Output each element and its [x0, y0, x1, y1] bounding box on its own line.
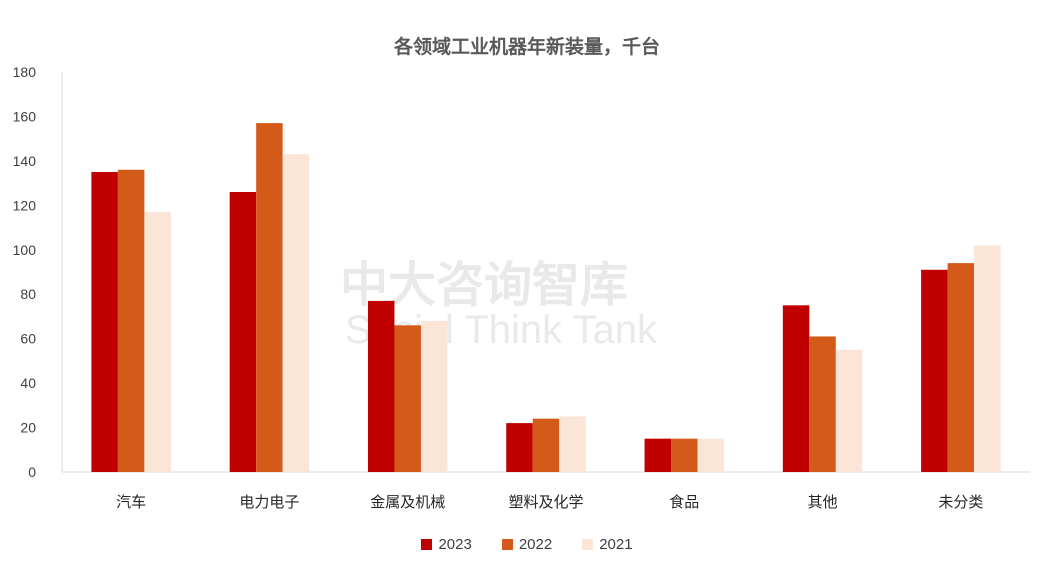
- bar-2023: [644, 438, 672, 472]
- y-tick-label: 60: [20, 331, 36, 347]
- bar-2022: [947, 263, 975, 472]
- legend-item: 2022: [501, 536, 553, 553]
- bar-2023: [229, 192, 257, 472]
- y-tick-label: 160: [13, 108, 37, 124]
- bar-2023: [921, 269, 948, 472]
- legend-swatch: [501, 539, 513, 550]
- x-tick-label: 未分类: [938, 494, 983, 511]
- x-tick-label: 汽车: [116, 494, 146, 511]
- legend-item: 2021: [582, 536, 633, 553]
- bar-2021: [697, 438, 725, 472]
- y-tick-label: 80: [20, 286, 36, 302]
- legend: 2023 2022 2021: [0, 536, 1054, 553]
- bar-2023: [91, 172, 118, 472]
- y-tick-label: 20: [20, 420, 36, 436]
- bar-2021: [835, 349, 863, 472]
- y-tick-label: 180: [13, 64, 37, 80]
- bar-2021: [420, 320, 448, 472]
- bar-2021: [559, 416, 586, 472]
- bar-2023: [506, 423, 533, 472]
- bar-2022: [671, 438, 698, 472]
- bar-2022: [117, 169, 145, 472]
- legend-label: 2022: [518, 536, 553, 553]
- x-tick-label: 食品: [669, 494, 699, 511]
- legend-label: 2021: [599, 536, 633, 553]
- x-tick-label: 金属及机械: [370, 494, 445, 511]
- bar-2022: [809, 336, 836, 472]
- bar-2023: [367, 300, 395, 472]
- x-tick-label: 塑料及化学: [508, 494, 583, 511]
- y-tick-label: 0: [28, 464, 36, 480]
- y-tick-label: 120: [13, 197, 37, 213]
- bar-2021: [144, 212, 171, 472]
- x-tick-label: 其他: [808, 494, 838, 511]
- chart-title: 各领域工业机器年新装量，千台: [393, 37, 660, 58]
- y-tick-label: 40: [20, 375, 36, 391]
- bar-2022: [532, 418, 560, 472]
- legend-label: 2023: [438, 536, 472, 553]
- y-tick-label: 140: [13, 153, 37, 169]
- y-tick-label: 100: [13, 242, 37, 258]
- bar-2021: [282, 154, 310, 472]
- legend-item: 2023: [421, 536, 472, 553]
- legend-swatch: [421, 539, 433, 550]
- bar-2021: [974, 245, 1001, 472]
- legend-swatch: [582, 539, 594, 550]
- x-tick-label: 电力电子: [239, 494, 299, 511]
- bar-2023: [782, 305, 810, 472]
- bar-2022: [394, 325, 421, 472]
- bar-2022: [256, 123, 283, 472]
